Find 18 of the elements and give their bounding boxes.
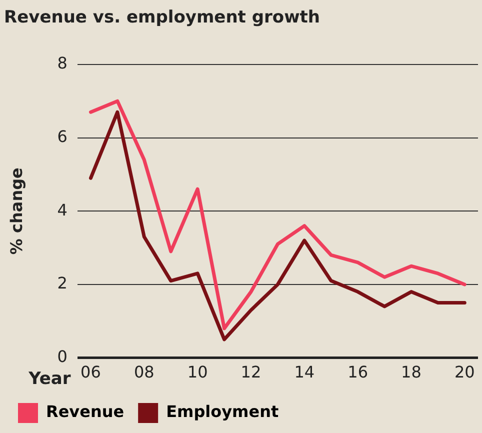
y-tick-label: 8 bbox=[57, 54, 68, 73]
y-tick-label: 2 bbox=[57, 274, 68, 293]
y-tick-label: 6 bbox=[57, 126, 68, 146]
x-axis-title: Year bbox=[28, 369, 72, 390]
x-tick-label: 18 bbox=[401, 362, 422, 382]
y-tick-label: 4 bbox=[57, 200, 68, 220]
y-tick-label: 0 bbox=[57, 346, 68, 366]
legend-label: Employment bbox=[166, 402, 279, 422]
chart-title: Revenue vs. employment growth bbox=[4, 8, 320, 28]
legend-label: Revenue bbox=[46, 402, 124, 422]
x-tick-label: 06 bbox=[80, 362, 101, 382]
y-axis-title: % change bbox=[6, 167, 26, 255]
x-tick-label: 20 bbox=[454, 362, 475, 382]
x-tick-label: 10 bbox=[187, 362, 208, 382]
x-tick-label: 12 bbox=[240, 362, 262, 382]
x-tick-label: 14 bbox=[294, 362, 315, 382]
x-tick-label: 16 bbox=[348, 362, 368, 382]
x-tick-label: 08 bbox=[134, 362, 154, 382]
